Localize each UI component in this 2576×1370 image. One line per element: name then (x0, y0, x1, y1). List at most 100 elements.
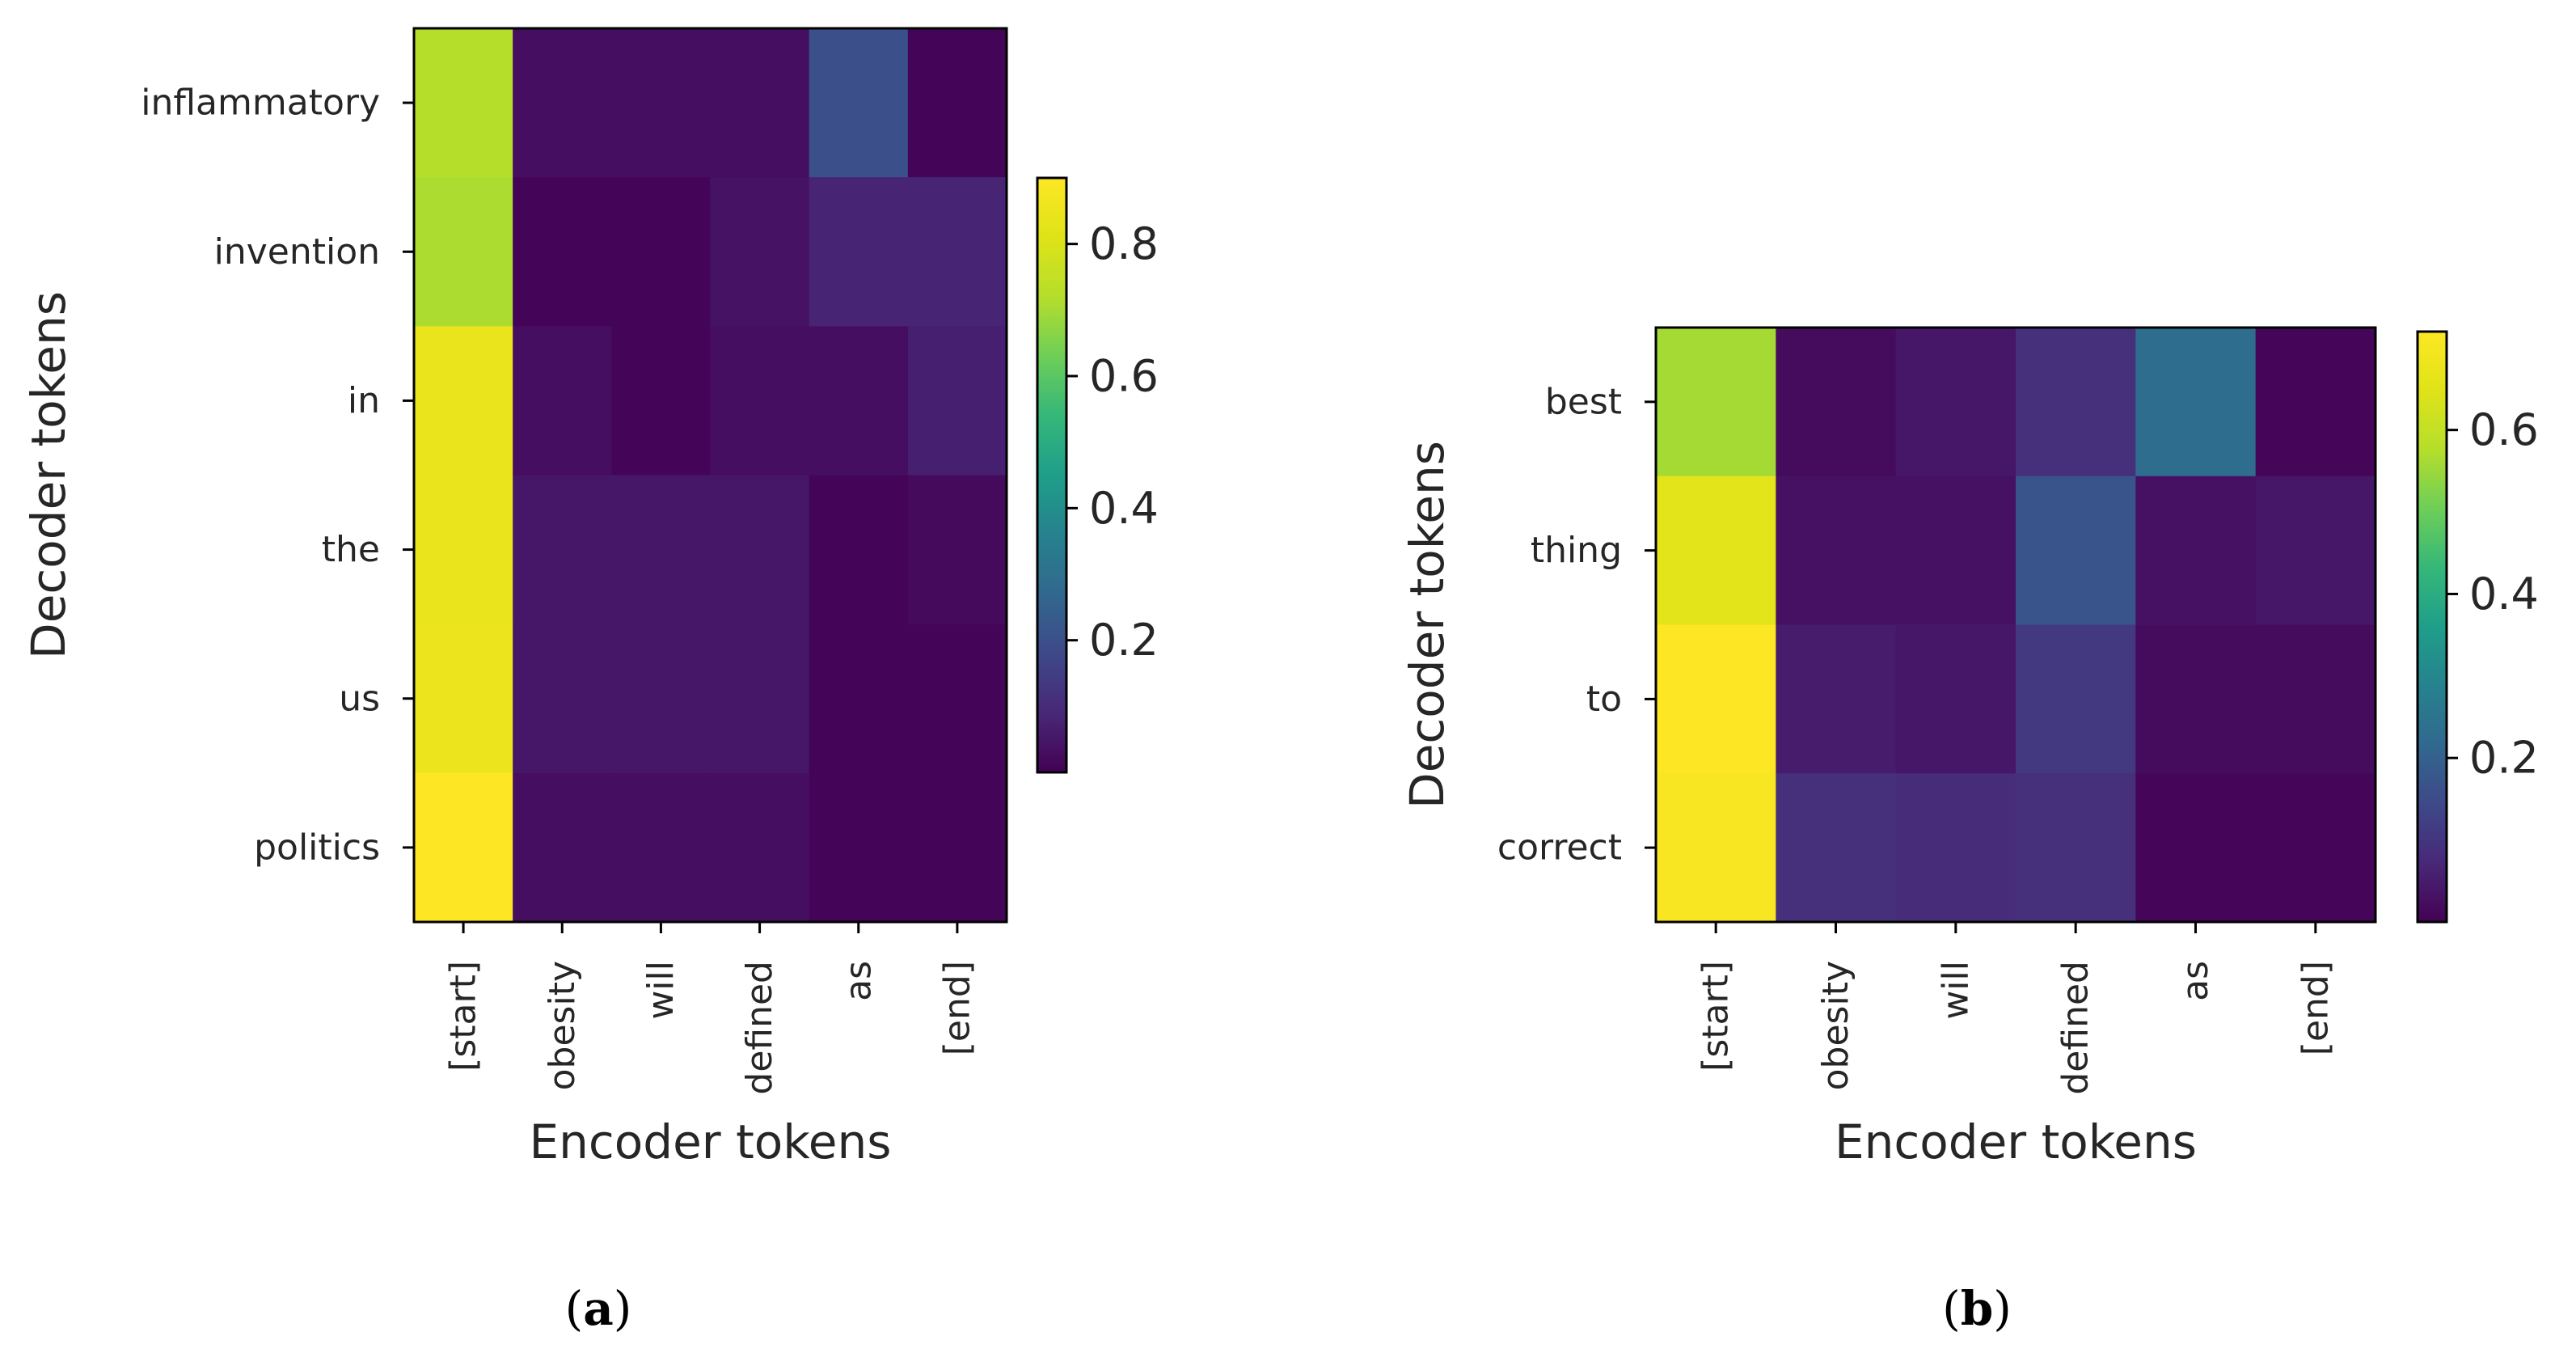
heatmap-cell-politics-end (907, 772, 1007, 923)
heatmap-cell-best-obesity (1776, 328, 1897, 477)
heatmap-frame (412, 27, 1008, 924)
heatmap-cell-thing-as (2135, 476, 2257, 626)
y-tick-label: politics (254, 827, 380, 868)
heatmap-cell-inflammatory-obesity (513, 28, 612, 178)
heatmap-cell-to-obesity (1776, 624, 1897, 774)
x-tick-label: [start] (443, 961, 484, 1072)
heatmap-cell-politics-will (611, 772, 712, 923)
heatmap-cell-invention-start (414, 177, 513, 327)
heatmap-cell-to-start (1656, 624, 1776, 774)
colorbar-tick-label: 0.4 (2469, 569, 2539, 619)
heatmap-panel-b: best thing to correct [start] obesity will defi… (1400, 326, 2539, 1336)
heatmap-cell-us-obesity (513, 624, 612, 774)
heatmap-cell-in-obesity (513, 326, 612, 476)
heatmap-cell-correct-as (2135, 773, 2257, 923)
y-tick-label: inflammatory (141, 82, 380, 124)
x-tick-label: [end] (2295, 961, 2336, 1055)
heatmap-cell-correct-will (1895, 773, 2016, 923)
heatmap-cell-to-end (2255, 624, 2376, 774)
heatmap-cell-politics-obesity (513, 772, 612, 923)
y-tick-label: thing (1531, 530, 1622, 571)
heatmap-cell-inflammatory-will (611, 28, 712, 178)
heatmap-cell-the-defined (710, 475, 810, 625)
colorbar-tick-label: 0.2 (2469, 733, 2539, 784)
heatmap-cell-correct-end (2255, 773, 2376, 923)
heatmap-cell-best-start (1656, 328, 1776, 477)
heatmap-cell-to-will (1895, 624, 2016, 774)
x-tick-label: obesity (1815, 961, 1856, 1090)
heatmap-cell-thing-will (1895, 476, 2016, 626)
heatmap-cell-in-as (809, 326, 909, 476)
heatmap-cell-politics-defined (710, 772, 810, 923)
heatmap-cell-the-will (611, 475, 712, 625)
colorbar-tick-label: 0.8 (1089, 218, 1159, 269)
heatmap-cell-us-as (809, 624, 909, 774)
x-tick-label: obesity (542, 961, 583, 1090)
colorbar (1036, 176, 1068, 774)
colorbar (2416, 330, 2448, 924)
x-tick-label: defined (739, 961, 780, 1095)
y-tick-label: the (322, 529, 380, 570)
x-tick-label: will (640, 961, 682, 1020)
heatmap-cell-politics-as (809, 772, 909, 923)
y-tick-label: to (1586, 679, 1622, 720)
heatmap-cell-inflammatory-end (907, 28, 1007, 178)
heatmap-cell-best-end (2255, 328, 2376, 477)
x-tick-label: will (1935, 961, 1976, 1020)
heatmap-cell-correct-defined (2016, 773, 2136, 923)
heatmap-cell-best-as (2135, 328, 2257, 477)
heatmap-cell-inflammatory-defined (710, 28, 810, 178)
heatmap-cell-to-as (2135, 624, 2257, 774)
heatmap-cell-inflammatory-start (414, 28, 513, 178)
heatmap-cell-us-defined (710, 624, 810, 774)
colorbar-tick-label: 0.4 (1089, 483, 1159, 534)
x-tick-label: [start] (1696, 961, 1737, 1072)
colorbar-tick-label: 0.2 (1089, 615, 1159, 666)
heatmap-cell-invention-obesity (513, 177, 612, 327)
x-axis-label: Encoder tokens (530, 1114, 892, 1169)
y-tick-label: best (1545, 381, 1622, 422)
y-tick-label: us (339, 678, 380, 719)
heatmap-cell-correct-start (1656, 773, 1776, 923)
heatmap-cell-the-start (414, 475, 513, 625)
heatmap-frame (1654, 326, 2377, 924)
y-tick-label: in (348, 380, 380, 421)
heatmap-cell-in-defined (710, 326, 810, 476)
heatmap-cell-thing-start (1656, 476, 1776, 626)
x-tick-label: as (2175, 961, 2216, 1001)
heatmap-cell-invention-will (611, 177, 712, 327)
heatmap-cell-to-defined (2016, 624, 2136, 774)
x-axis-label: Encoder tokens (1835, 1114, 2197, 1169)
heatmap-cell-us-end (907, 624, 1007, 774)
heatmap-cell-us-will (611, 624, 712, 774)
heatmap-cell-thing-obesity (1776, 476, 1897, 626)
heatmap-cell-best-defined (2016, 328, 2136, 477)
colorbar-tick-label: 0.6 (1089, 351, 1159, 402)
heatmap-cell-thing-end (2255, 476, 2376, 626)
heatmap-cell-the-obesity (513, 475, 612, 625)
heatmap-cell-invention-defined (710, 177, 810, 327)
heatmap-cell-in-will (611, 326, 712, 476)
x-tick-label: as (838, 961, 879, 1001)
heatmap-cell-best-will (1895, 328, 2016, 477)
panel-caption: (b) (1942, 1281, 2012, 1336)
panel-caption: (a) (565, 1281, 632, 1336)
heatmap-cell-politics-start (414, 772, 513, 923)
heatmap-cell-thing-defined (2016, 476, 2136, 626)
y-tick-label: correct (1497, 827, 1622, 869)
heatmap-cell-in-start (414, 326, 513, 476)
heatmap-cell-in-end (907, 326, 1007, 476)
y-axis-label: Decoder tokens (21, 291, 76, 659)
heatmap-cell-correct-obesity (1776, 773, 1897, 923)
heatmap-cell-us-start (414, 624, 513, 774)
heatmap-cell-the-end (907, 475, 1007, 625)
colorbar-tick-label: 0.6 (2469, 404, 2539, 455)
heatmap-cell-invention-as (809, 177, 909, 327)
heatmap-cell-the-as (809, 475, 909, 625)
x-tick-label: defined (2055, 961, 2097, 1095)
heatmap-panel-a: inflammatory invention in the us politics [sta… (21, 27, 1159, 1336)
y-axis-label: Decoder tokens (1400, 441, 1455, 809)
x-tick-label: [end] (936, 961, 978, 1055)
heatmap-cell-inflammatory-as (809, 28, 909, 178)
